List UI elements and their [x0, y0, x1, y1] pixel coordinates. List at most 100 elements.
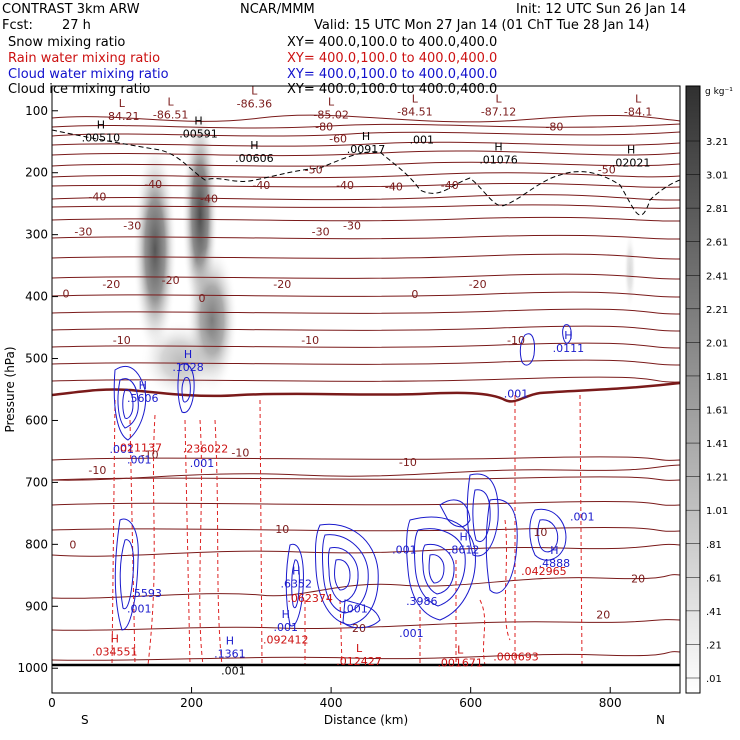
temperature-contour-label: -80 [315, 120, 333, 133]
temperature-contour-label: -40 [336, 179, 354, 192]
y-tick-label: 400 [25, 290, 48, 304]
extrema-mark: H [194, 114, 202, 127]
extrema-mark: H [111, 633, 119, 646]
y-tick-label: 200 [25, 166, 48, 180]
extrema-value: .0111 [553, 342, 585, 355]
extrema-mark: L [412, 93, 419, 106]
extrema-value: -86.51 [153, 109, 188, 122]
temperature-contour-label: 0 [199, 292, 206, 305]
temperature-contour-label: -50 [598, 164, 616, 177]
temperature-contour-label: 0 [69, 538, 76, 551]
extrema-value: .001 [127, 602, 152, 615]
temperature-contour-label: -10 [231, 447, 249, 460]
extrema-mark: H [184, 348, 192, 361]
colorbar-level-label: 1.61 [706, 406, 728, 417]
extrema-mark: H [282, 608, 290, 621]
extrema-value: .062374 [287, 592, 333, 605]
temperature-contour-label: -60 [329, 133, 347, 146]
temperature-contour-label: 20 [596, 608, 610, 621]
colorbar-level-label: 2.81 [706, 204, 728, 215]
colorbar-level-label: 2.41 [706, 271, 728, 282]
x-axis-title: Distance (km) [324, 713, 408, 727]
extrema-value: -86.36 [237, 98, 272, 111]
x-tick-label: 400 [320, 696, 343, 710]
extrema-mark: H [139, 379, 147, 392]
extrema-mark: H [564, 329, 572, 342]
extrema-mark: H [226, 635, 234, 648]
y-tick-label: 900 [25, 599, 48, 613]
extrema-value: .00606 [235, 152, 274, 165]
extrema-value: .021137 [116, 441, 162, 454]
y-tick-label: 300 [25, 228, 48, 242]
extrema-value: .001 [570, 511, 595, 524]
legend-cloudwater-label: Cloud water mixing ratio [8, 67, 169, 82]
rain-water-contours [111, 394, 583, 666]
temperature-contour-label: -20 [273, 278, 291, 291]
legend-cloudwater-xsec: XY= 400.0,100.0 to 400.0,400.0 [287, 67, 498, 82]
temperature-contour-label: -30 [312, 226, 330, 239]
temperature-contour-label: -10 [88, 464, 106, 477]
extrema-value: -84.1 [624, 106, 652, 119]
freezing-level-line [52, 381, 680, 403]
colorbar-level-label: 2.61 [706, 238, 728, 249]
extrema-value: -84.51 [397, 106, 432, 119]
colorbar-level-label: .41 [706, 607, 722, 618]
temperature-contour-label: -40 [88, 190, 106, 203]
extrema-mark: H [494, 140, 502, 153]
extrema-value: -84.21 [104, 110, 139, 123]
temperature-contour-label: 0 [411, 288, 418, 301]
extrema-value: .01076 [479, 153, 518, 166]
extrema-value: .3986 [406, 595, 438, 608]
temperature-contour-label: -10 [113, 334, 131, 347]
x-tick-label: 600 [459, 696, 482, 710]
extrema-mark: L [635, 93, 642, 106]
colorbar-level-label: 1.41 [706, 439, 728, 450]
extrema-value: .001 [410, 134, 435, 147]
extrema-value: -87.12 [481, 106, 516, 119]
extrema-mark: L [251, 85, 258, 98]
tropopause-line [52, 129, 680, 216]
y-tick-label: 500 [25, 352, 48, 366]
temperature-contour-label: -50 [305, 164, 323, 177]
model-title: CONTRAST 3km ARW [2, 2, 140, 17]
legend-cloudice-xsec: XY= 400.0,100.0 to 400.0,400.0 [287, 82, 498, 97]
temperature-contours [52, 114, 680, 532]
temperature-contour-label: -10 [399, 456, 417, 469]
extrema-value: .001 [274, 621, 299, 634]
extrema-value: .001671 [437, 656, 483, 669]
extrema-value: .034551 [92, 646, 138, 659]
temperature-contour-label: 10 [533, 526, 547, 539]
temperature-contour-label: -20 [469, 278, 487, 291]
y-tick-label: 1000 [17, 661, 48, 675]
extrema-value: .4888 [539, 557, 571, 570]
extrema-value: .001 [221, 664, 246, 677]
y-axis-title: Pressure (hPa) [3, 346, 17, 432]
extrema-markers: L-84.21L-86.51L-86.36 L-85.02L-84.51L-87.… [82, 85, 653, 678]
colorbar-level-label: .01 [706, 674, 722, 685]
north-label: N [656, 713, 665, 727]
extrema-mark: H [550, 544, 558, 557]
temperature-contour-label: -10 [141, 449, 159, 462]
temperature-contour-label: -10 [507, 334, 525, 347]
extrema-value: .5593 [130, 587, 162, 600]
extrema-value: .001 [190, 457, 215, 470]
extrema-mark: H [362, 130, 370, 143]
extrema-value: -85.02 [313, 109, 348, 122]
extrema-mark: H [292, 565, 300, 578]
extrema-value: .042965 [521, 565, 567, 578]
init-time: Init: 12 UTC Sun 26 Jan 14 [516, 2, 687, 17]
colorbar-level-label: .61 [706, 573, 722, 584]
x-tick-label: 800 [599, 696, 622, 710]
south-label: S [81, 713, 89, 727]
colorbar-unit-label: g kg⁻¹ [705, 87, 733, 97]
temperature-contour-label: -20 [162, 274, 180, 287]
extrema-value: .5606 [127, 392, 159, 405]
temperature-contour-label: -10 [301, 334, 319, 347]
legend-snow-xsec: XY= 400.0,100.0 to 400.0,400.0 [287, 35, 498, 50]
temperature-contour-label: -40 [200, 193, 218, 206]
temperature-contour-label: -40 [385, 180, 403, 193]
extrema-mark: L [496, 93, 503, 106]
forecast-label: Fcst: [2, 18, 33, 33]
extrema-mark: L [328, 96, 335, 109]
extrema-mark: L [119, 97, 126, 110]
